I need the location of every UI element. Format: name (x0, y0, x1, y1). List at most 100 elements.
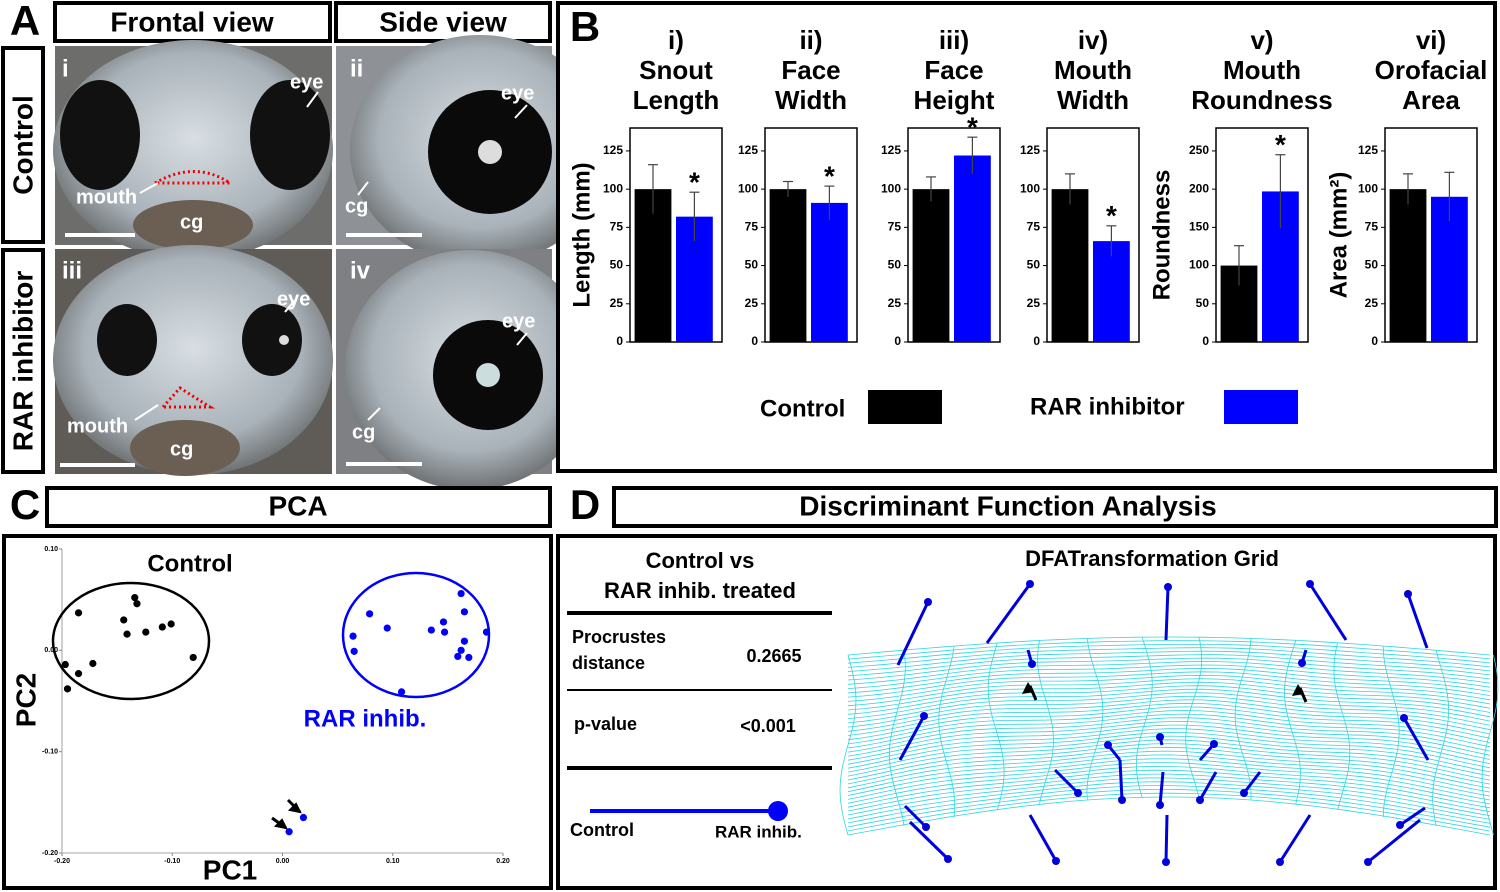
point (457, 646, 465, 654)
landmark (924, 598, 932, 606)
point (120, 616, 128, 624)
y-tick-label: 100 (1358, 181, 1378, 195)
grid-row (847, 754, 1491, 793)
point (482, 628, 491, 636)
significance-label: * (1275, 129, 1286, 160)
shape-vector (1158, 771, 1165, 806)
shape-vector (1402, 717, 1430, 761)
arrow-head (1292, 684, 1304, 696)
x-tick-label: 0.20 (496, 858, 510, 865)
grid-col (1333, 643, 1351, 810)
y-tick-label: 75 (888, 220, 902, 234)
bar (1093, 241, 1130, 342)
table-header: Control vs (646, 548, 755, 573)
image-label: cg (345, 195, 368, 217)
landmark (920, 712, 928, 720)
landmark (1396, 821, 1404, 829)
y-tick-label: 250 (1189, 143, 1209, 157)
point (299, 813, 308, 822)
grid-col (1284, 640, 1301, 804)
y-tick-label: 0 (1371, 334, 1378, 348)
cluster-ellipse (341, 571, 491, 699)
y-tick-label: 125 (738, 143, 758, 157)
shape-vector (1367, 818, 1421, 864)
grid-row (847, 664, 1491, 689)
point (123, 630, 131, 638)
point (63, 685, 72, 693)
grid-row (847, 702, 1491, 736)
landmark (1404, 590, 1412, 598)
point (131, 594, 139, 602)
chart-title: Height (914, 85, 995, 115)
x-tick-label: -0.10 (164, 858, 180, 865)
chart-title: Roundness (1191, 85, 1333, 115)
y-tick-label: 200 (1189, 181, 1209, 195)
point (365, 610, 374, 618)
row-value: 0.2665 (746, 646, 801, 666)
grid-row (847, 777, 1491, 816)
shape-vector (898, 715, 926, 761)
arrow-head (287, 802, 302, 814)
bar (769, 189, 807, 342)
point (454, 652, 462, 661)
point (285, 828, 293, 836)
shape-vector (1164, 814, 1169, 863)
y-tick-label: 100 (881, 181, 901, 195)
panel-letter: D (570, 481, 600, 528)
chart-title: Face (924, 55, 983, 85)
landmark (1104, 741, 1112, 749)
point (74, 609, 83, 617)
grid-row (847, 695, 1491, 728)
y-tick-label: 50 (745, 258, 759, 272)
landmark (1162, 858, 1170, 866)
shape-vector (985, 583, 1032, 644)
chart-title: ii) (799, 25, 822, 55)
series-label: RAR inhib. (304, 705, 427, 732)
grid-row (847, 739, 1491, 777)
grid-row (847, 750, 1491, 789)
grid-row (847, 706, 1491, 741)
grid-col (938, 646, 956, 818)
shape-vector (1053, 768, 1080, 795)
image-label: eye (290, 71, 323, 93)
significance-label: * (967, 112, 978, 143)
bar (634, 189, 672, 342)
point (350, 647, 358, 655)
point (465, 653, 473, 662)
point (460, 637, 469, 645)
grid-row (847, 724, 1491, 761)
chart-title: vi) (1416, 25, 1446, 55)
y-tick-label: 100 (1189, 258, 1209, 272)
landmark (1210, 740, 1218, 748)
photo (53, 40, 333, 260)
landmark (1052, 857, 1060, 865)
point (167, 620, 175, 628)
y-tick-label: 0 (1033, 334, 1040, 348)
grid-row (847, 661, 1491, 685)
grid-row (847, 781, 1491, 820)
landmark (1240, 789, 1248, 797)
chart-title: iii) (939, 25, 969, 55)
point (189, 653, 197, 662)
landmark (1118, 796, 1126, 804)
x-tick-label: 0.10 (386, 858, 400, 865)
x-tick-label: -0.20 (54, 858, 70, 865)
grid-row (847, 643, 1491, 664)
legend-dot (768, 801, 788, 821)
panel-letter: C (10, 481, 40, 528)
series-label: Control (147, 550, 232, 577)
grid-col (888, 650, 906, 826)
grid-row (847, 773, 1491, 813)
landmark (1196, 796, 1204, 804)
shape-vector (896, 601, 930, 666)
chart-title: Area (1402, 85, 1460, 115)
point (61, 660, 69, 669)
image-label: eye (502, 310, 535, 332)
arrow-head (1022, 682, 1034, 694)
grid-row (847, 688, 1491, 719)
grid-row (847, 720, 1491, 757)
chart-title: Length (633, 85, 720, 115)
y-tick-label: 75 (745, 220, 759, 234)
shape-vector (903, 804, 928, 829)
